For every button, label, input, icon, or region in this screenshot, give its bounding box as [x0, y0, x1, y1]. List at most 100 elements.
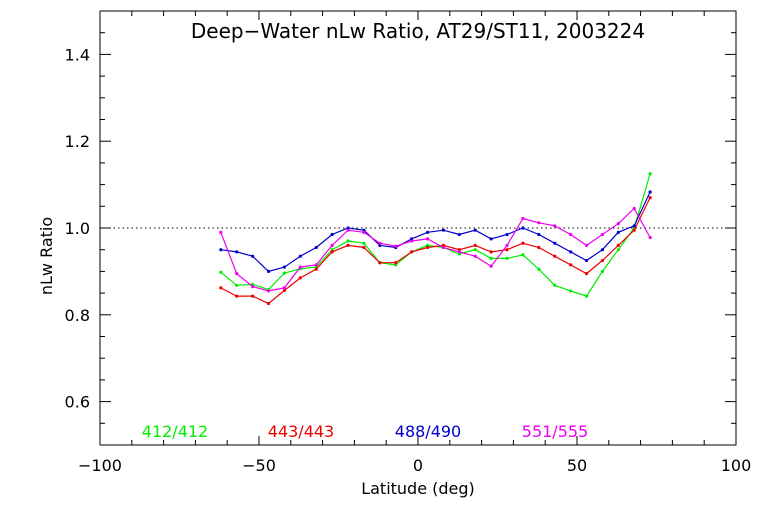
data-point-488-490: [298, 254, 302, 258]
data-point-412-412: [569, 289, 573, 293]
y-tick-label: 1.2: [65, 132, 90, 151]
data-point-551-555: [410, 239, 414, 243]
data-point-412-412: [282, 271, 287, 275]
data-point-551-555: [569, 232, 573, 237]
data-point-551-555: [251, 284, 255, 289]
data-point-443-443: [553, 254, 557, 258]
data-point-551-555: [537, 221, 541, 225]
data-point-551-555: [378, 241, 382, 245]
data-point-443-443: [569, 263, 573, 267]
data-point-488-490: [314, 245, 318, 250]
y-tick-label: 0.6: [65, 393, 90, 412]
data-point-443-443: [251, 294, 255, 298]
data-point-488-490: [251, 254, 255, 258]
data-point-551-555: [266, 289, 271, 293]
y-tick-label: 1.4: [65, 45, 90, 64]
data-point-443-443: [425, 245, 430, 250]
data-point-443-443: [600, 258, 605, 263]
data-point-443-443: [235, 294, 239, 298]
data-point-412-412: [600, 269, 605, 273]
data-point-488-490: [505, 232, 509, 237]
data-point-551-555: [489, 264, 493, 268]
data-point-551-555: [632, 206, 636, 211]
data-point-443-443: [473, 243, 477, 247]
axes: −100 −50 0 50 100 0.6 0.8 1.0 1.2 1.4: [65, 10, 752, 475]
data-point-488-490: [473, 228, 477, 232]
data-point-551-555: [282, 286, 287, 290]
data-point-443-443: [219, 286, 223, 290]
data-point-551-555: [521, 216, 525, 221]
data-point-551-555: [584, 243, 589, 247]
series-line-412-412: [220, 173, 651, 297]
data-point-488-490: [266, 269, 271, 273]
data-point-412-412: [584, 294, 589, 298]
data-point-551-555: [616, 222, 620, 226]
y-axis-label: nLw Ratio: [37, 217, 56, 295]
data-point-488-490: [425, 230, 430, 234]
data-point-443-443: [282, 288, 287, 293]
data-point-443-443: [330, 250, 334, 254]
x-tick-label: −50: [242, 456, 276, 475]
data-point-551-555: [298, 265, 302, 269]
y-tick-label: 0.8: [65, 306, 90, 325]
data-point-488-490: [219, 248, 223, 252]
data-point-488-490: [489, 237, 493, 241]
data-point-488-490: [632, 224, 636, 228]
legend-entry: 443/443: [268, 422, 334, 441]
data-point-443-443: [537, 245, 541, 250]
data-point-551-555: [441, 245, 446, 250]
data-point-443-443: [378, 261, 382, 265]
data-point-488-490: [553, 241, 557, 245]
data-point-412-412: [346, 239, 350, 243]
series-line-551-555: [220, 207, 651, 292]
data-point-443-443: [616, 243, 620, 247]
data-point-412-412: [473, 248, 477, 252]
data-point-412-412: [505, 256, 509, 260]
data-point-551-555: [235, 271, 239, 276]
data-point-412-412: [648, 172, 652, 176]
data-point-412-412: [219, 270, 223, 274]
data-point-551-555: [346, 228, 350, 232]
data-point-551-555: [473, 254, 477, 258]
data-point-551-555: [362, 230, 366, 234]
legend-entry: 488/490: [395, 422, 461, 441]
data-point-488-490: [648, 190, 652, 194]
x-tick-label: 100: [721, 456, 752, 475]
data-point-488-490: [616, 230, 620, 234]
data-point-443-443: [410, 250, 414, 254]
data-point-488-490: [235, 250, 239, 254]
data-point-443-443: [362, 245, 366, 250]
data-point-443-443: [648, 196, 652, 200]
data-point-412-412: [616, 248, 620, 252]
data-point-488-490: [569, 250, 573, 254]
data-point-488-490: [282, 265, 287, 269]
data-point-443-443: [584, 271, 589, 276]
data-point-412-412: [489, 256, 493, 260]
data-point-488-490: [537, 232, 541, 237]
data-point-551-555: [600, 232, 605, 237]
data-point-443-443: [505, 248, 509, 252]
series-line-488-490: [220, 191, 651, 273]
data-point-488-490: [600, 248, 605, 252]
x-tick-label: 0: [413, 456, 423, 475]
legend-entry: 412/412: [142, 422, 208, 441]
y-tick-label: 1.0: [65, 219, 90, 238]
data-point-443-443: [298, 276, 302, 280]
data-point-443-443: [314, 267, 318, 271]
data-point-412-412: [553, 283, 557, 287]
x-tick-label: 50: [567, 456, 587, 475]
data-point-551-555: [505, 243, 509, 247]
data-point-488-490: [330, 232, 334, 237]
data-point-551-555: [330, 243, 334, 247]
data-point-488-490: [441, 228, 446, 232]
data-point-488-490: [521, 226, 525, 230]
data-point-412-412: [537, 267, 541, 271]
data-point-412-412: [235, 283, 239, 287]
data-point-443-443: [632, 228, 636, 232]
data-point-443-443: [521, 241, 525, 245]
data-point-551-555: [394, 244, 398, 248]
data-point-443-443: [394, 261, 398, 265]
data-point-443-443: [266, 301, 271, 306]
series-line-443-443: [220, 197, 651, 305]
